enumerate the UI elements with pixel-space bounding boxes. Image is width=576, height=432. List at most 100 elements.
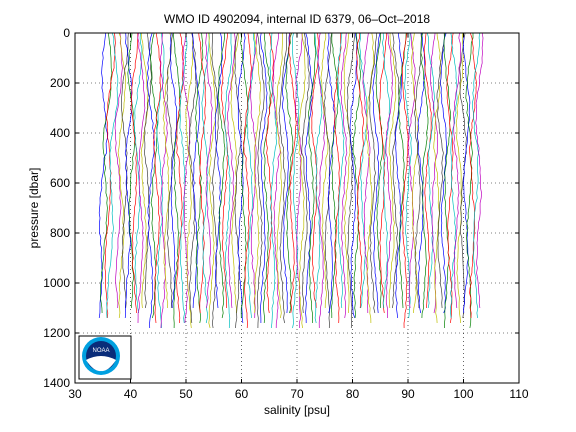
chart-title: WMO ID 4902094, internal ID 6379, 06–Oct… bbox=[164, 12, 430, 26]
y-tick-label: 800 bbox=[50, 226, 70, 240]
x-tick-label: 90 bbox=[401, 387, 415, 401]
x-tick-label: 80 bbox=[346, 387, 360, 401]
x-tick-label: 60 bbox=[235, 387, 249, 401]
profile-line bbox=[413, 32, 422, 309]
y-tick-label: 400 bbox=[50, 126, 70, 140]
profile-line bbox=[475, 32, 484, 309]
logo-label: NOAA bbox=[92, 348, 109, 354]
profile-line bbox=[114, 32, 123, 309]
profile-line bbox=[182, 32, 191, 324]
x-axis: 30 40 50 60 70 80 90 100 110 bbox=[68, 33, 529, 401]
x-tick-label: 40 bbox=[124, 387, 138, 401]
profile-line bbox=[453, 32, 461, 309]
profile-line bbox=[407, 32, 416, 309]
profile-line bbox=[179, 32, 188, 324]
profile-line bbox=[339, 32, 348, 319]
profile-line bbox=[330, 32, 339, 318]
profile-line bbox=[317, 32, 326, 329]
profile-line bbox=[227, 32, 236, 309]
profile-line bbox=[333, 32, 342, 324]
profile-line bbox=[159, 32, 168, 329]
profile-line bbox=[455, 32, 465, 324]
profile-line bbox=[388, 32, 397, 309]
profile-line bbox=[375, 32, 383, 309]
y-axis-label: pressure [dbar] bbox=[27, 168, 41, 249]
profile-line bbox=[137, 32, 146, 324]
profile-line bbox=[208, 32, 217, 329]
profile-line bbox=[256, 32, 265, 329]
profile-line bbox=[337, 32, 345, 309]
profile-line bbox=[281, 32, 290, 314]
profile-line bbox=[301, 32, 310, 314]
profile-line bbox=[423, 32, 432, 309]
profile-line bbox=[285, 32, 294, 314]
profile-line bbox=[220, 32, 229, 309]
profile-line bbox=[276, 33, 283, 319]
y-tick-label: 1400 bbox=[43, 376, 70, 390]
profile-line bbox=[436, 32, 445, 309]
profile-line bbox=[124, 32, 133, 319]
profile-line bbox=[237, 32, 246, 324]
profile-line bbox=[265, 32, 274, 314]
profile-line bbox=[385, 32, 393, 319]
profile-line bbox=[391, 32, 400, 309]
profile-line bbox=[205, 32, 213, 309]
profile-line bbox=[368, 32, 378, 314]
profile-line bbox=[169, 32, 178, 309]
x-tick-label: 110 bbox=[509, 387, 528, 401]
profile-line bbox=[185, 32, 194, 329]
profile-line bbox=[356, 32, 364, 309]
profile-line bbox=[398, 32, 407, 309]
profile-line bbox=[192, 32, 200, 309]
profile-line bbox=[278, 32, 287, 324]
profile-line bbox=[246, 32, 256, 319]
profile-line bbox=[195, 32, 204, 324]
profile-line bbox=[439, 32, 447, 314]
plot-area bbox=[74, 32, 520, 384]
profile-line bbox=[417, 32, 426, 314]
y-tick-label: 0 bbox=[63, 26, 70, 40]
x-axis-label: salinity [psu] bbox=[264, 403, 330, 417]
profile-line bbox=[240, 32, 249, 319]
profile-line bbox=[426, 32, 435, 309]
profile-line bbox=[117, 32, 126, 319]
profile-lines bbox=[98, 32, 484, 329]
profile-line bbox=[121, 32, 129, 309]
noaa-logo: NOAA bbox=[78, 335, 132, 380]
profile-line bbox=[263, 32, 271, 324]
profile-line bbox=[147, 32, 156, 329]
profile-line bbox=[173, 32, 181, 329]
profile-line bbox=[100, 32, 113, 314]
profile-line bbox=[292, 32, 300, 329]
profile-line bbox=[250, 32, 258, 319]
profile-line bbox=[230, 32, 239, 313]
profile-line bbox=[446, 32, 454, 324]
profile-line bbox=[272, 32, 281, 329]
y-axis: 0 200 400 600 800 1000 1200 1400 bbox=[43, 26, 519, 390]
x-tick-label: 70 bbox=[290, 387, 304, 401]
profile-line bbox=[253, 32, 262, 314]
logo-bird-icon bbox=[86, 356, 116, 372]
profile-line bbox=[201, 32, 210, 324]
profile-line bbox=[450, 32, 458, 319]
profile-line bbox=[297, 32, 306, 329]
profile-line bbox=[320, 32, 329, 309]
profile-line bbox=[462, 32, 471, 314]
profile-line bbox=[314, 32, 323, 324]
profile-line bbox=[234, 32, 242, 329]
profile-line bbox=[420, 32, 429, 319]
profile-line bbox=[133, 32, 143, 314]
profile-line bbox=[362, 32, 371, 314]
y-tick-label: 1000 bbox=[43, 276, 70, 290]
x-tick-label: 30 bbox=[68, 387, 82, 401]
profile-line bbox=[401, 32, 409, 329]
profile-line bbox=[162, 32, 172, 309]
profile-line bbox=[217, 32, 226, 319]
profile-line bbox=[288, 32, 297, 314]
profile-line bbox=[349, 32, 358, 319]
profile-line bbox=[140, 33, 149, 309]
profile-line bbox=[365, 32, 375, 324]
profile-line bbox=[382, 32, 390, 309]
profile-line bbox=[224, 33, 232, 329]
